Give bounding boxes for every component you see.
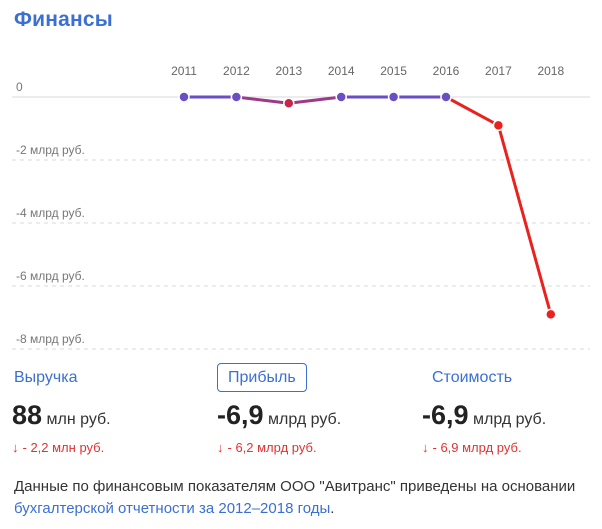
page-title: Финансы xyxy=(14,8,113,31)
profit-delta: ↓ - 6,2 млрд руб. xyxy=(217,440,317,455)
x-tick-label: 2015 xyxy=(380,64,407,78)
series-line xyxy=(182,95,553,316)
revenue-value: 88 млн руб. xyxy=(12,400,111,431)
profit-delta-text: - 6,2 млрд руб. xyxy=(227,440,317,455)
source-footnote: Данные по финансовым показателям ООО "Ав… xyxy=(14,476,584,520)
data-point[interactable] xyxy=(440,91,452,103)
data-point[interactable] xyxy=(230,91,243,103)
y-tick-label: 0 xyxy=(16,80,23,94)
data-point[interactable] xyxy=(335,91,347,103)
down-arrow-icon: ↓ xyxy=(422,440,429,455)
x-tick-label: 2018 xyxy=(537,64,564,78)
series-segment xyxy=(287,95,343,105)
down-arrow-icon: ↓ xyxy=(217,440,224,455)
data-point[interactable] xyxy=(283,97,295,110)
y-tick-label: -8 млрд руб. xyxy=(16,332,85,346)
accounting-report-link[interactable]: бухгалтерской отчетности за 2012–2018 го… xyxy=(14,500,331,517)
data-point[interactable] xyxy=(387,91,400,103)
x-tick-label: 2014 xyxy=(328,64,355,78)
profit-value: -6,9 млрд руб. xyxy=(217,400,341,431)
revenue-number: 88 xyxy=(12,400,43,430)
down-arrow-icon: ↓ xyxy=(12,440,19,455)
value-delta: ↓ - 6,9 млрд руб. xyxy=(422,440,522,455)
x-tick-label: 2012 xyxy=(223,64,250,78)
series-segment xyxy=(444,95,500,127)
y-tick-label: -4 млрд руб. xyxy=(16,206,85,220)
revenue-unit: млн руб. xyxy=(46,411,111,428)
tab-value[interactable]: Стоимость xyxy=(432,369,513,386)
profit-unit: млрд руб. xyxy=(267,411,342,428)
profit-number: -6,9 xyxy=(217,400,264,430)
footnote-text: Данные по финансовым показателям ООО "Ав… xyxy=(14,478,576,495)
value-delta-text: - 6,9 млрд руб. xyxy=(432,440,522,455)
x-tick-label: 2013 xyxy=(275,64,302,78)
finance-line-chart: 0 -2 млрд руб. -4 млрд руб. -6 млрд руб. -8 … xyxy=(12,64,590,350)
y-tick-label: -6 млрд руб. xyxy=(16,269,85,283)
x-tick-label: 2016 xyxy=(433,64,460,78)
value-value: -6,9 млрд руб. xyxy=(422,400,546,431)
x-tick-label: 2011 xyxy=(171,64,197,78)
tab-profit[interactable]: Прибыль xyxy=(217,363,307,392)
series-segment xyxy=(234,95,291,105)
value-number: -6,9 xyxy=(422,400,469,430)
data-point[interactable] xyxy=(545,308,557,321)
revenue-delta-text: - 2,2 млн руб. xyxy=(22,440,105,455)
series-points[interactable] xyxy=(178,91,557,321)
y-axis-tick-labels: 0 -2 млрд руб. -4 млрд руб. -6 млрд руб. -8 … xyxy=(16,80,85,346)
tab-revenue[interactable]: Выручка xyxy=(14,369,78,386)
data-point[interactable] xyxy=(178,91,190,103)
y-tick-label: -2 млрд руб. xyxy=(16,143,85,157)
data-point[interactable] xyxy=(492,119,505,132)
footnote-period: . xyxy=(330,500,335,517)
grid-lines xyxy=(12,96,590,350)
revenue-delta: ↓ - 2,2 млн руб. xyxy=(12,440,104,455)
series-segment xyxy=(496,123,553,316)
value-unit: млрд руб. xyxy=(472,411,547,428)
x-axis-tick-labels: 2011 2012 2013 2014 2015 2016 2017 2018 xyxy=(171,64,564,78)
x-tick-label: 2017 xyxy=(485,64,512,78)
